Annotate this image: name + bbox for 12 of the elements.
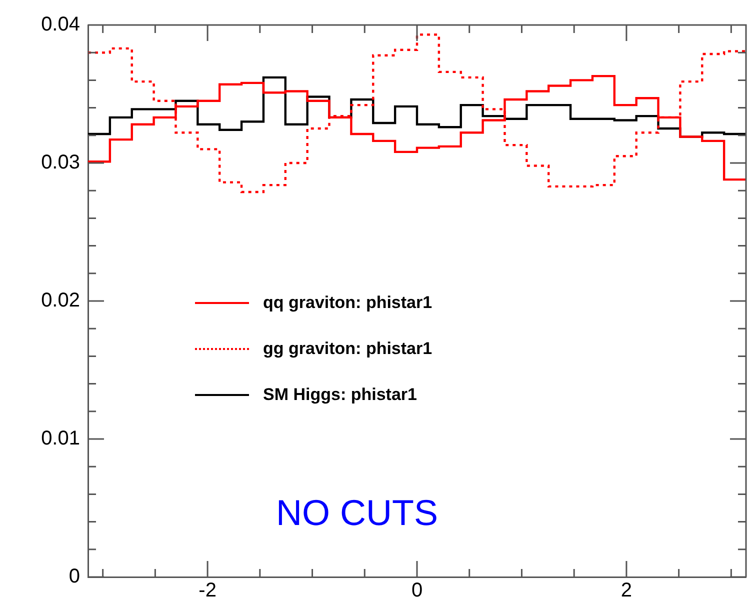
x-tick-label: -2 (198, 580, 216, 602)
y-tick-label: 0.02 (41, 290, 80, 312)
x-tick-label: 2 (620, 580, 632, 602)
legend-label: qq graviton: phistar1 (263, 293, 432, 313)
y-tick-label: 0.03 (41, 152, 80, 174)
legend-label: SM Higgs: phistar1 (263, 385, 417, 405)
y-tick-label: 0.01 (41, 428, 80, 450)
x-tick-label: 0 (411, 580, 423, 602)
legend-label: gg graviton: phistar1 (263, 339, 432, 359)
annotation: NO CUTS (276, 492, 438, 534)
y-tick-label: 0.04 (41, 14, 80, 36)
y-tick-label: 0 (68, 566, 80, 588)
